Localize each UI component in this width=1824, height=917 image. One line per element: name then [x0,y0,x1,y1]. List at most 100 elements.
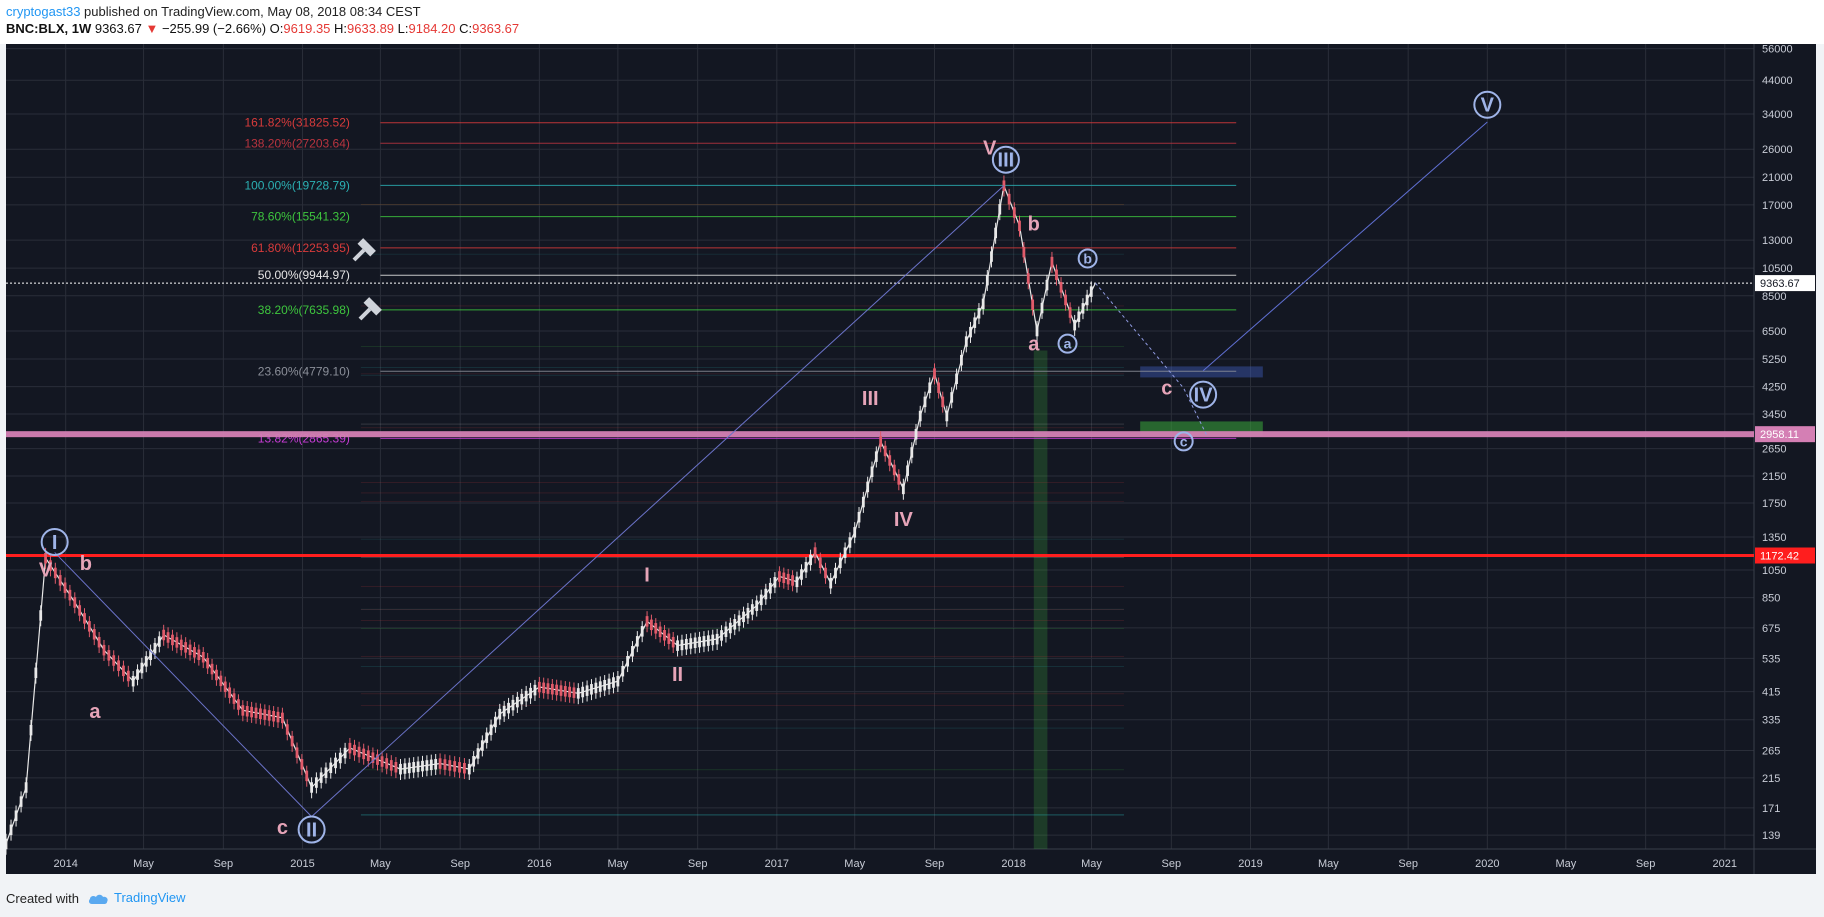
candle-body [654,623,658,634]
price-tick-label: 139 [1762,830,1780,842]
price-tick-label: 171 [1762,803,1780,815]
time-tick-label: 2018 [1001,858,1025,870]
hammer-icon[interactable] [348,238,376,266]
price-chart[interactable]: 139 171 215 265 335 415 535 675 850 1050 1350 1750 2… [6,44,1816,874]
fib-level-label: 61.80%(12253.95) [251,241,350,255]
candle-body [733,619,737,630]
candle-body [87,621,91,632]
candle-body [1031,299,1035,311]
candle-body [892,464,896,476]
hammer-icon[interactable] [354,297,382,325]
support-line-2958 [6,431,1754,438]
wave-label: III [862,388,879,410]
candle-body [385,758,389,769]
candle-body [914,428,918,440]
fib-level-label: 161.82%(31825.52) [244,116,349,130]
open-label: O: [269,21,284,36]
candle-body [92,629,96,640]
wave-label-circled: I [52,532,58,554]
candle-body [489,724,493,736]
candle-body [829,577,833,589]
author-link[interactable]: cryptogast33 [6,4,81,19]
candle-body [689,638,693,649]
low-value: 9184.20 [408,21,456,36]
candle-body [245,706,249,717]
candle-body [698,636,701,648]
candle-body [305,770,309,782]
candle-body [1040,302,1044,314]
candle-body [348,742,352,754]
candle-body [616,675,620,687]
wave-label-circled: V [1481,95,1495,117]
candle-body [300,759,304,770]
fib-level-label: 138.20%(27203.64) [244,136,349,150]
candle-body [874,451,878,462]
candle-body [853,527,857,538]
candle-body [171,634,174,646]
time-tick-label: May [133,858,154,870]
time-tick-label: 2017 [765,858,789,870]
time-tick-label: Sep [214,858,234,870]
wave-label-circled: II [306,820,317,842]
candle-body [848,537,852,548]
candle-body [241,705,245,716]
candle-body [324,767,328,778]
candle-body [658,626,662,638]
candle-body [750,604,754,615]
footer: Created with TradingView [0,874,1824,917]
candle-body [223,681,227,693]
candle-body [702,636,706,647]
candle-body [295,747,299,758]
candle-body [923,396,927,408]
candle-body [786,573,790,585]
price-marker-label: 2958.11 [1760,429,1799,441]
candle-body [663,629,666,641]
candle-body [73,597,77,608]
wave-label-circled: a [1064,336,1072,352]
candle-body [463,762,466,774]
candle-body [973,317,977,328]
candle-body [502,705,506,717]
price-marker-label: 1172.42 [1760,551,1799,563]
symbol-label[interactable]: BNC:BLX, 1W [6,21,92,36]
candle-body [888,455,892,466]
chart-area[interactable]: 139 171 215 265 335 415 535 675 850 1050 1350 1750 2… [6,44,1816,874]
candle-body [778,571,781,582]
candle-body [937,382,941,393]
candle-body [635,636,639,647]
candle-body [650,619,653,631]
candle-body [237,699,240,710]
candle-body [990,251,993,262]
price-tick-label: 335 [1762,715,1780,727]
candle-body [263,709,267,720]
tradingview-cloud-icon [88,894,108,904]
wave-circle [40,527,69,556]
fib-level-label: 50.00%(9944.97) [258,268,350,282]
candle-body [338,752,342,764]
ohlc-legend: BNC:BLX, 1W 9363.67 ▼ −255.99 (−2.66%) O… [6,21,519,36]
candle-body [883,445,887,457]
candle-body [193,647,196,658]
candle-body [559,685,563,696]
candle-body [329,762,333,774]
candle-body [742,611,745,623]
tradingview-link[interactable]: TradingView [88,890,186,905]
candle-body [542,682,546,694]
candle-body [897,474,901,485]
wave-label-circled: b [1083,250,1092,266]
wave-label: c [1161,378,1172,400]
candle-body [955,373,958,385]
candle-body [555,684,559,696]
created-with-text: Created with [6,891,79,906]
candle-body [112,655,116,666]
price-tick-label: 17000 [1762,200,1793,212]
candle-body [19,796,23,807]
wave-label: I [644,565,650,587]
candle-body [645,616,649,627]
price-marker-box [1755,275,1815,292]
price-tick-label: 215 [1762,773,1780,785]
candle-body [494,716,497,728]
candle-body [680,639,684,651]
fib-level-label: 100.00%(19728.79) [244,178,349,192]
price-tick-label: 1050 [1762,565,1786,577]
